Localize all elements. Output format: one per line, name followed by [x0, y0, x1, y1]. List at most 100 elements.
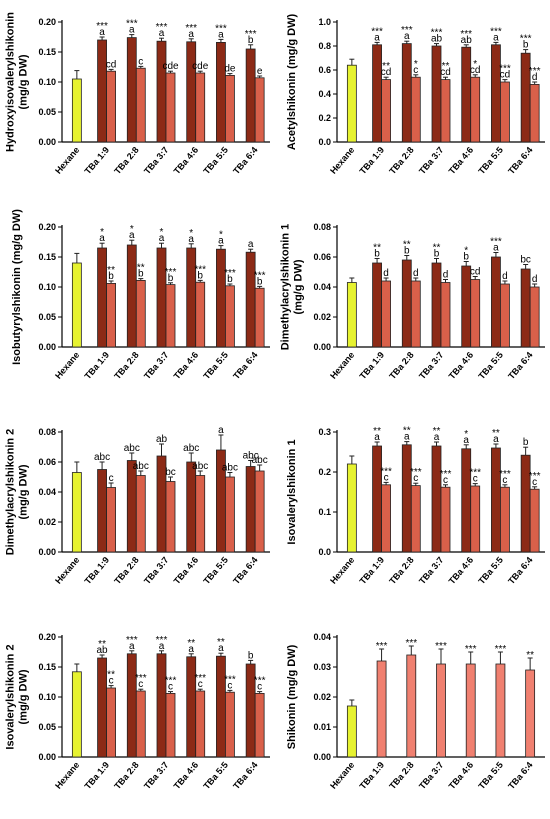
x-tick-label: TBa 6:4 [506, 760, 535, 791]
x-tick-label: TBa 1:9 [83, 555, 112, 586]
star-label: *** [185, 23, 197, 34]
letter-label: b [404, 246, 410, 257]
y-tick-label: 0.10 [38, 77, 56, 87]
star-label: *** [194, 673, 206, 684]
bar [461, 46, 472, 143]
bar [440, 282, 451, 348]
bar [71, 671, 82, 758]
y-axis-label: Isobutyrylshikonin (mg/g DW) [11, 209, 23, 365]
bar [245, 466, 256, 553]
letter-label: a [218, 236, 224, 247]
bar [106, 70, 116, 143]
star-label: ** [442, 61, 450, 72]
letter-label: bc [165, 467, 176, 478]
y-axis-label: Shikonin (mg/g DW) [286, 644, 298, 749]
star-label: *** [194, 264, 206, 275]
bar [500, 486, 510, 553]
letter-label: c [443, 475, 448, 486]
letter-label: ab [97, 645, 109, 656]
bar [346, 463, 357, 553]
x-tick-label: TBa 3:7 [417, 350, 446, 381]
y-tick-label: 0.05 [38, 312, 56, 322]
bar [431, 262, 442, 348]
bar [245, 251, 256, 348]
bar [495, 663, 506, 758]
star-label: * [464, 246, 468, 257]
letter-label: c [138, 679, 143, 690]
star-label: ** [433, 243, 441, 254]
x-tick-label: TBa 4:6 [447, 145, 476, 176]
x-tick-label: TBa 6:4 [506, 350, 535, 381]
star-label: *** [499, 469, 511, 480]
bar [410, 76, 421, 143]
y-tick-label: 0.0 [318, 137, 331, 147]
bar [381, 484, 391, 553]
bar [126, 460, 137, 553]
star-label: ** [217, 637, 225, 648]
star-label: ** [433, 426, 441, 437]
y-axis-label: Acetylshikonin (mg/g DW) [286, 14, 298, 151]
x-tick-label: TBa 4:6 [172, 760, 201, 791]
star-label: *** [490, 26, 502, 37]
x-tick-label: TBa 4:6 [447, 350, 476, 381]
bar [195, 690, 206, 758]
star-label: ** [107, 265, 115, 276]
x-tick-label: Hexane [53, 555, 81, 586]
x-tick-label: TBa 1:9 [83, 145, 112, 176]
x-tick-label: TBa 6:4 [231, 350, 260, 381]
x-tick-label: TBa 2:8 [387, 145, 416, 176]
star-label: *** [499, 64, 511, 75]
y-tick-label: 0.3 [318, 427, 331, 437]
star-label: *** [376, 641, 388, 652]
bar [491, 256, 501, 348]
y-tick-label: 0.04 [313, 632, 331, 642]
x-tick-label: TBa 1:9 [358, 555, 387, 586]
star-label: ** [526, 650, 534, 661]
bar [470, 485, 481, 553]
star-label: ** [382, 61, 390, 72]
bar [195, 281, 206, 348]
bar [529, 286, 540, 348]
bar [186, 461, 197, 553]
y-tick-label: 0.00 [38, 752, 56, 762]
bar [126, 653, 137, 758]
letter-label: b [523, 437, 529, 448]
x-tick-label: TBa 5:5 [201, 555, 230, 586]
letter-label: a [159, 641, 165, 652]
x-tick-label: TBa 2:8 [112, 145, 141, 176]
x-tick-label: TBa 4:6 [447, 555, 476, 586]
x-tick-label: TBa 6:4 [231, 145, 260, 176]
bar [520, 268, 531, 348]
star-label: * [219, 230, 223, 241]
letter-label: b [463, 252, 469, 263]
y-tick-label: 0.1 [318, 507, 331, 517]
bar [346, 64, 357, 143]
bar [254, 287, 265, 348]
bar [195, 72, 206, 143]
y-tick-label: 0.20 [38, 17, 56, 27]
bar [410, 485, 421, 553]
bar [225, 476, 235, 553]
letter-label: d [413, 268, 419, 279]
letter-label: cd [106, 59, 117, 70]
star-label: *** [215, 23, 227, 34]
x-tick-label: TBa 2:8 [112, 555, 141, 586]
letter-label: cd [500, 70, 511, 81]
bar [135, 690, 146, 758]
bar [71, 472, 82, 553]
bar [165, 693, 176, 758]
letter-label: a [374, 432, 380, 443]
star-label: *** [465, 644, 477, 655]
y-tick-label: 0.00 [313, 752, 331, 762]
bar [254, 693, 265, 758]
star-label: *** [529, 471, 541, 482]
x-tick-label: TBa 6:4 [231, 555, 260, 586]
y-axis-label: (mg/g DW) [18, 464, 30, 519]
bar [126, 244, 137, 348]
letter-label: bc [520, 255, 531, 266]
x-tick-label: TBa 3:7 [417, 555, 446, 586]
bar [186, 247, 197, 348]
star-label: * [414, 59, 418, 70]
bar [470, 279, 481, 348]
